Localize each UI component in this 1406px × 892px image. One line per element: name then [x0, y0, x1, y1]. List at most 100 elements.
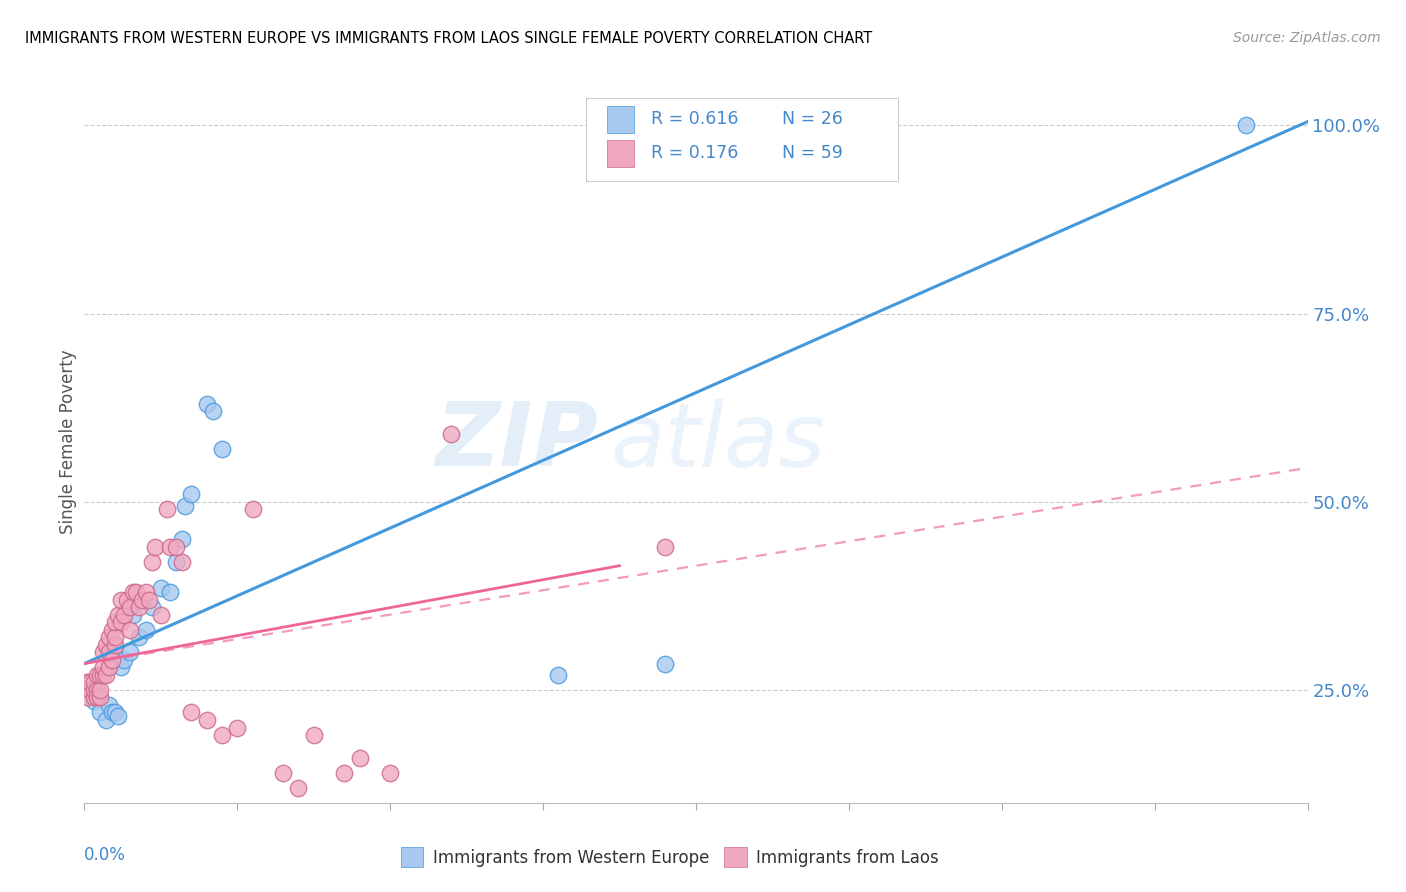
Point [174, 499, 197, 513]
Point [83, 694, 105, 708]
Text: Source: ZipAtlas.com: Source: ZipAtlas.com [1233, 31, 1381, 45]
Point [287, 780, 309, 795]
Point [89, 668, 111, 682]
Point [86, 668, 108, 682]
Point [440, 427, 463, 442]
Point [86, 682, 108, 697]
Point [125, 585, 148, 599]
Text: Immigrants from Laos: Immigrants from Laos [756, 849, 939, 867]
Point [333, 765, 356, 780]
Point [654, 540, 676, 554]
Point [79, 675, 101, 690]
Point [159, 585, 181, 599]
FancyBboxPatch shape [606, 105, 634, 133]
Point [120, 623, 142, 637]
Point [94, 713, 117, 727]
Point [104, 615, 127, 630]
Point [380, 765, 402, 780]
Point [112, 607, 135, 622]
Point [172, 555, 194, 569]
Text: R = 0.176: R = 0.176 [651, 145, 738, 162]
Point [89, 690, 111, 705]
Point [83, 675, 105, 690]
Point [101, 706, 124, 720]
Point [128, 630, 150, 644]
Point [135, 623, 157, 637]
Point [89, 706, 111, 720]
Point [120, 600, 142, 615]
Point [211, 728, 233, 742]
Point [159, 540, 181, 554]
Point [180, 487, 202, 501]
Point [110, 660, 132, 674]
Point [104, 638, 127, 652]
Point [195, 713, 218, 727]
Point [172, 533, 194, 547]
Point [76, 690, 98, 705]
Point [128, 600, 150, 615]
Point [83, 690, 105, 705]
Point [242, 502, 264, 516]
Point [149, 582, 172, 596]
Point [165, 555, 187, 569]
Point [149, 607, 172, 622]
Point [112, 653, 135, 667]
Text: ZIP: ZIP [436, 398, 598, 485]
Point [97, 630, 120, 644]
Point [101, 653, 124, 667]
Point [135, 585, 157, 599]
Text: Immigrants from Western Europe: Immigrants from Western Europe [433, 849, 710, 867]
Point [89, 682, 111, 697]
Point [141, 600, 163, 615]
Point [654, 657, 676, 671]
Point [211, 442, 233, 456]
Point [104, 706, 127, 720]
Point [138, 592, 160, 607]
Text: 0.0%: 0.0% [84, 847, 127, 864]
Point [94, 638, 117, 652]
Point [120, 645, 142, 659]
Text: N = 59: N = 59 [782, 145, 842, 162]
Point [180, 706, 202, 720]
Point [97, 645, 120, 659]
Point [271, 765, 294, 780]
Text: R = 0.616: R = 0.616 [651, 111, 738, 128]
Point [1236, 119, 1258, 133]
Point [195, 397, 218, 411]
Point [83, 682, 105, 697]
Point [91, 660, 114, 674]
Point [97, 660, 120, 674]
Point [143, 540, 166, 554]
Point [91, 645, 114, 659]
Point [141, 555, 163, 569]
Point [79, 682, 101, 697]
Point [110, 615, 132, 630]
Point [76, 675, 98, 690]
Point [165, 540, 187, 554]
Text: N = 26: N = 26 [782, 111, 842, 128]
Point [97, 698, 120, 712]
Point [156, 502, 179, 516]
Point [547, 668, 569, 682]
Point [349, 750, 371, 764]
Point [107, 709, 129, 723]
Point [101, 623, 124, 637]
Point [91, 668, 114, 682]
Point [201, 404, 224, 418]
Text: atlas: atlas [610, 399, 825, 484]
Point [115, 592, 138, 607]
Point [226, 721, 249, 735]
Point [86, 690, 108, 705]
FancyBboxPatch shape [586, 98, 898, 181]
Point [122, 585, 145, 599]
Point [107, 607, 129, 622]
Y-axis label: Single Female Poverty: Single Female Poverty [59, 350, 77, 533]
Point [94, 668, 117, 682]
Point [104, 630, 127, 644]
Point [110, 592, 132, 607]
Point [122, 607, 145, 622]
Text: IMMIGRANTS FROM WESTERN EUROPE VS IMMIGRANTS FROM LAOS SINGLE FEMALE POVERTY COR: IMMIGRANTS FROM WESTERN EUROPE VS IMMIGR… [25, 31, 873, 46]
Point [131, 592, 153, 607]
Point [302, 728, 325, 742]
FancyBboxPatch shape [606, 139, 634, 167]
